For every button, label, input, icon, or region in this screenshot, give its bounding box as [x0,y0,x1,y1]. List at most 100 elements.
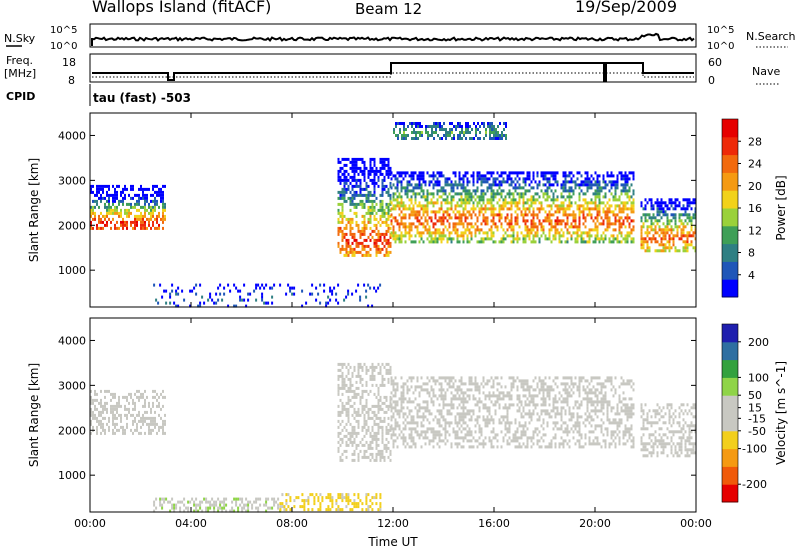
power-echo-cell [156,220,158,224]
power-echo-cell [484,177,487,181]
power-echo-cell [524,237,527,241]
power-echo-cell [355,190,358,194]
velocity-echo-cell [580,400,583,404]
power-echo-cell [402,207,405,211]
power-echo-cell [136,199,138,203]
velocity-echo-cell [351,443,354,447]
power-echo-cell [410,201,413,205]
power-echo-cell [570,222,573,226]
velocity-echo-cell [458,385,461,389]
power-echo-cell [660,210,663,214]
power-echo-cell [383,178,386,182]
velocity-echo-cell [351,452,354,456]
velocity-echo-cell [450,379,453,383]
velocity-echo-cell [600,397,603,401]
velocity-echo-cell [462,427,465,431]
power-echo-cell [586,213,589,217]
power-echo-cell [606,222,609,226]
power-echo-cell [622,174,625,178]
power-echo-cell [492,195,495,199]
power-echo-cell [612,222,615,226]
power-echo-cell [421,125,423,128]
power-echo-cell [159,283,162,287]
power-echo-cell [383,175,386,179]
power-echo-cell [522,240,525,244]
velocity-echo-cell [554,412,557,416]
power-echo-cell [96,184,98,188]
velocity-echo-cell [516,385,519,389]
power-echo-cell [684,249,687,253]
power-echo-cell [160,193,162,197]
velocity-echo-cell [510,421,513,425]
power-echo-cell [476,189,479,193]
power-echo-cell [518,195,521,199]
power-echo-cell [520,171,523,175]
power-echo-cell [618,204,621,208]
velocity-echo-cell [588,436,591,440]
power-echo-cell [110,211,112,215]
power-echo-cell [160,196,162,200]
velocity-echo-cell [146,410,148,414]
velocity-echo-cell [126,425,128,429]
power-echo-cell [420,222,423,226]
power-echo-cell [472,204,475,208]
velocity-echo-cell [448,412,451,416]
power-echo-cell [440,195,443,199]
power-echo-cell [343,298,346,302]
power-echo-cell [546,186,549,190]
velocity-echo-cell [375,440,378,444]
power-echo-cell [337,178,340,182]
velocity-echo-cell [542,391,545,395]
velocity-echo-cell [355,419,358,423]
velocity-echo-cell [387,407,390,411]
power-echo-cell [439,122,441,125]
power-echo-cell [343,187,346,191]
power-echo-cell [576,207,579,211]
power-echo-cell [367,253,370,257]
power-echo-cell [606,183,609,187]
velocity-echo-cell [385,371,388,375]
power-echo-cell [454,216,457,220]
velocity-echo-cell [367,407,370,411]
power-echo-cell [408,204,411,208]
power-echo-cell [462,231,465,235]
power-colorbar-swatch [722,190,738,209]
power-echo-cell [566,180,569,184]
velocity-echo-cell [564,385,567,389]
power-echo-cell [363,232,366,236]
velocity-echo-cell [566,400,569,404]
velocity-echo-cell [464,400,467,404]
velocity-echo-cell [444,376,447,380]
power-echo-cell [415,125,417,128]
velocity-echo-cell [580,379,583,383]
velocity-echo-cell [508,376,511,380]
velocity-echo-cell [504,406,507,410]
velocity-echo-cell [414,406,417,410]
beam-label: Beam 12 [355,0,422,18]
power-echo-cell [682,222,685,226]
power-echo-cell [353,178,356,182]
velocity-echo-cell [544,409,547,413]
power-echo-cell [656,213,659,217]
velocity-echo-cell [375,458,378,462]
power-echo-cell [112,193,114,197]
power-echo-cell [418,180,421,184]
velocity-echo-cell [504,433,507,437]
velocity-echo-cell [339,368,342,372]
velocity-echo-cell [406,391,409,395]
power-echo-cell [454,207,457,211]
power-echo-cell [516,219,519,223]
power-echo-cell [532,177,535,181]
velocity-echo-cell [538,430,541,434]
power-echo-cell [343,193,346,197]
power-echo-cell [104,217,106,221]
power-echo-cell [381,220,384,224]
power-echo-cell [112,196,114,200]
power-echo-cell [686,243,689,247]
velocity-echo-cell [558,442,561,446]
velocity-echo-cell [418,403,421,407]
velocity-echo-cell [462,403,465,407]
velocity-echo-cell [369,416,372,420]
power-echo-cell [448,237,451,241]
velocity-echo-cell [373,410,376,414]
